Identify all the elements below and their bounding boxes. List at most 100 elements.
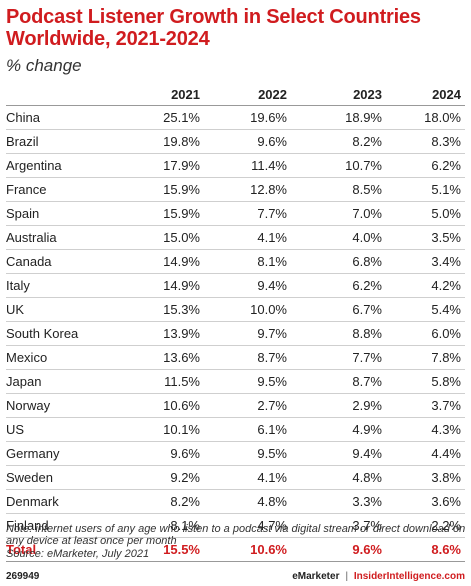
header-cell-year: 2022 [204,84,291,106]
value-cell: 14.9% [122,273,204,298]
table-row: Australia 15.0% 4.1% 4.0% 3.5% [6,225,465,250]
table-row: Norway 10.6% 2.7% 2.9% 3.7% [6,393,465,418]
table-row: Finland 8.1% 4.7% 3.7% 2.2% [6,513,465,538]
value-cell: 3.3% [291,489,386,514]
country-cell: Argentina [6,153,122,178]
value-cell: 4.3% [386,417,465,442]
value-cell: 9.4% [291,441,386,466]
value-cell: 8.2% [291,129,386,154]
brand-footer: eMarketer | InsiderIntelligence.com [292,571,465,582]
country-cell: France [6,177,122,202]
country-cell: Norway [6,393,122,418]
value-cell: 9.5% [204,369,291,394]
value-cell: 9.6% [204,129,291,154]
value-cell: 10.6% [122,393,204,418]
country-cell: South Korea [6,321,122,346]
value-cell: 6.8% [291,249,386,274]
table-row: Canada 14.9% 8.1% 6.8% 3.4% [6,249,465,274]
header-cell-year: 2024 [386,84,465,106]
value-cell: 17.9% [122,153,204,178]
table-row: US 10.1% 6.1% 4.9% 4.3% [6,417,465,442]
value-cell: 4.2% [386,273,465,298]
value-cell: 8.7% [291,369,386,394]
value-cell: 25.1% [122,105,204,130]
value-cell: 13.9% [122,321,204,346]
total-row: Total 15.5% 10.6% 9.6% 8.6% [6,537,465,562]
emarketer-logo: eMarketer [292,571,340,582]
value-cell: 9.6% [122,441,204,466]
value-cell: 2.9% [291,393,386,418]
header-row: 2021 2022 2023 2024 [6,84,465,106]
value-cell: 9.7% [204,321,291,346]
value-cell: 4.1% [204,465,291,490]
country-cell: Denmark [6,489,122,514]
value-cell: 15.9% [122,177,204,202]
brand-separator: | [345,571,349,582]
value-cell: 7.0% [291,201,386,226]
value-cell: 19.8% [122,129,204,154]
value-cell: 8.3% [386,129,465,154]
value-cell: 4.9% [291,417,386,442]
value-cell: 9.2% [122,465,204,490]
value-cell: 4.1% [204,225,291,250]
value-cell: 6.1% [204,417,291,442]
value-cell: 8.1% [122,513,204,538]
value-cell: 9.4% [204,273,291,298]
value-cell: 4.8% [291,465,386,490]
country-cell: Spain [6,201,122,226]
value-cell: 3.7% [291,513,386,538]
total-value-cell: 10.6% [204,537,291,562]
value-cell: 18.0% [386,105,465,130]
total-value-cell: 9.6% [291,537,386,562]
value-cell: 2.7% [204,393,291,418]
value-cell: 6.2% [291,273,386,298]
table-row: France 15.9% 12.8% 8.5% 5.1% [6,177,465,202]
value-cell: 3.6% [386,489,465,514]
table-row: Argentina 17.9% 11.4% 10.7% 6.2% [6,153,465,178]
header-cell-country [6,84,122,106]
insider-intelligence-link[interactable]: InsiderIntelligence.com [353,571,465,582]
value-cell: 12.8% [204,177,291,202]
footnote: Note: internet users of any age who list… [6,523,466,547]
value-cell: 6.2% [386,153,465,178]
value-cell: 4.0% [291,225,386,250]
value-cell: 15.3% [122,297,204,322]
country-cell: China [6,105,122,130]
table-row: UK 15.3% 10.0% 6.7% 5.4% [6,297,465,322]
value-cell: 8.7% [204,345,291,370]
value-cell: 13.6% [122,345,204,370]
value-cell: 8.1% [204,249,291,274]
country-cell: Germany [6,441,122,466]
country-cell: US [6,417,122,442]
table-row: Sweden 9.2% 4.1% 4.8% 3.8% [6,465,465,490]
value-cell: 5.4% [386,297,465,322]
table-row: Japan 11.5% 9.5% 8.7% 5.8% [6,369,465,394]
value-cell: 7.7% [291,345,386,370]
value-cell: 15.0% [122,225,204,250]
value-cell: 4.7% [204,513,291,538]
chart-id: 269949 [6,571,40,582]
header-cell-year: 2023 [291,84,386,106]
chart-subtitle: % change [6,56,82,75]
country-cell: Sweden [6,465,122,490]
table-row: Italy 14.9% 9.4% 6.2% 4.2% [6,273,465,298]
data-table: 2021 2022 2023 2024 China 25.1% 19.6% 18.9%… [6,84,465,562]
country-cell: Australia [6,225,122,250]
value-cell: 5.8% [386,369,465,394]
country-cell: Mexico [6,345,122,370]
value-cell: 7.7% [204,201,291,226]
value-cell: 3.8% [386,465,465,490]
value-cell: 8.5% [291,177,386,202]
country-cell: UK [6,297,122,322]
value-cell: 8.2% [122,489,204,514]
chart-title: Podcast Listener Growth in Select Countr… [6,6,421,50]
country-cell: Japan [6,369,122,394]
country-cell: Canada [6,249,122,274]
value-cell: 3.4% [386,249,465,274]
table-row: China 25.1% 19.6% 18.9% 18.0% [6,105,465,130]
source-note: Source: eMarketer, July 2021 [6,548,150,560]
table-row: Brazil 19.8% 9.6% 8.2% 8.3% [6,129,465,154]
table-row: Denmark 8.2% 4.8% 3.3% 3.6% [6,489,465,514]
table-row: Mexico 13.6% 8.7% 7.7% 7.8% [6,345,465,370]
